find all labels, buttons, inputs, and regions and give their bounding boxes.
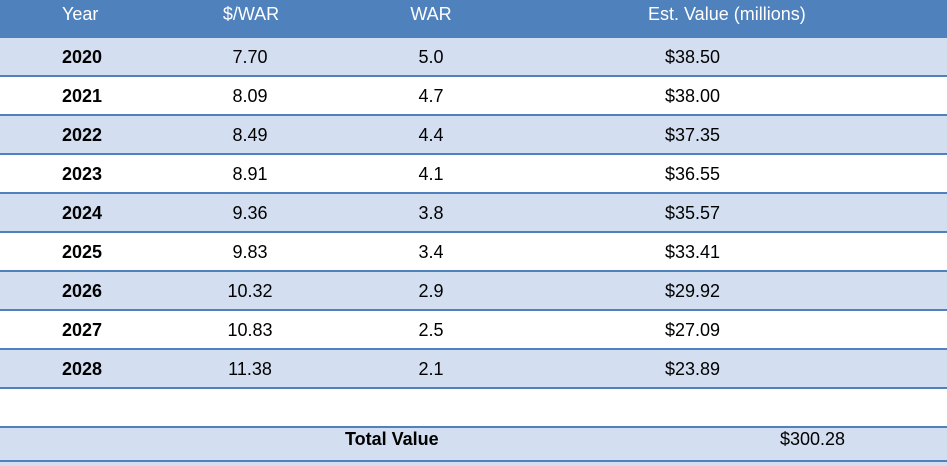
header-war: WAR [410, 4, 452, 24]
cell-year: 2026 [62, 281, 103, 301]
cell-war: 5.0 [418, 47, 444, 67]
cell-dollars-per-war: 8.49 [232, 125, 268, 145]
cell-dollars-per-war: 10.32 [227, 281, 273, 301]
cell-est-value: $36.55 [665, 164, 721, 184]
cell-est-value: $33.41 [665, 242, 721, 262]
cell-year: 2024 [62, 203, 103, 223]
table-row: 2022 8.49 4.4 $37.35 [0, 115, 947, 154]
header-dollars-per-war: $/WAR [222, 4, 280, 24]
cell-dollars-per-war: 9.83 [232, 242, 268, 262]
cell-year: 2023 [62, 164, 103, 184]
table-row: 2027 10.83 2.5 $27.09 [0, 310, 947, 349]
table-row: 2025 9.83 3.4 $33.41 [0, 232, 947, 271]
row-separator [0, 460, 947, 462]
cell-est-value: $35.57 [665, 203, 721, 223]
table-row: 2021 8.09 4.7 $38.00 [0, 76, 947, 115]
row-separator [0, 36, 947, 38]
row-separator [0, 270, 947, 272]
cell-dollars-per-war: 8.91 [232, 164, 268, 184]
row-separator [0, 75, 947, 77]
cell-dollars-per-war: 7.70 [232, 47, 268, 67]
total-value: $300.28 [780, 429, 846, 449]
row-separator [0, 387, 947, 389]
table-row: 2020 7.70 5.0 $38.50 [0, 37, 947, 76]
cell-year: 2022 [62, 125, 103, 145]
cell-war: 2.9 [418, 281, 444, 301]
total-row [0, 427, 947, 466]
cell-year: 2027 [62, 320, 103, 340]
row-separator [0, 348, 947, 350]
table-row: 2026 10.32 2.9 $29.92 [0, 271, 947, 310]
empty-row [0, 388, 947, 427]
cell-war: 4.4 [418, 125, 444, 145]
cell-est-value: $37.35 [665, 125, 721, 145]
cell-year: 2028 [62, 359, 103, 379]
cell-dollars-per-war: 11.38 [228, 359, 272, 379]
row-separator [0, 153, 947, 155]
cell-war: 3.8 [418, 203, 444, 223]
cell-war: 2.5 [418, 320, 444, 340]
row-separator [0, 309, 947, 311]
table-header: Year $/WAR WAR Est. Value (millions) [0, 0, 947, 37]
table-row: 2028 11.38 2.1 $23.89 [0, 349, 947, 388]
table-row: 2024 9.36 3.8 $35.57 [0, 193, 947, 232]
cell-est-value: $38.00 [665, 86, 721, 106]
cell-year: 2021 [62, 86, 103, 106]
cell-year: 2025 [62, 242, 103, 262]
row-separator [0, 426, 947, 428]
cell-est-value: $23.89 [665, 359, 721, 379]
cell-dollars-per-war: 10.83 [227, 320, 273, 340]
cell-est-value: $38.50 [665, 47, 721, 67]
header-year: Year [62, 4, 99, 24]
cell-war: 4.1 [418, 164, 444, 184]
cell-dollars-per-war: 9.36 [232, 203, 268, 223]
row-separator [0, 231, 947, 233]
cell-est-value: $27.09 [665, 320, 721, 340]
cell-war: 4.7 [418, 86, 444, 106]
row-separator [0, 114, 947, 116]
table-row: 2023 8.91 4.1 $36.55 [0, 154, 947, 193]
cell-war: 3.4 [418, 242, 444, 262]
cell-war: 2.1 [418, 359, 444, 379]
row-separator [0, 192, 947, 194]
cell-year: 2020 [62, 47, 103, 67]
total-label: Total Value [345, 429, 439, 449]
header-est-value: Est. Value (millions) [648, 4, 806, 24]
cell-dollars-per-war: 8.09 [232, 86, 268, 106]
cell-est-value: $29.92 [665, 281, 721, 301]
